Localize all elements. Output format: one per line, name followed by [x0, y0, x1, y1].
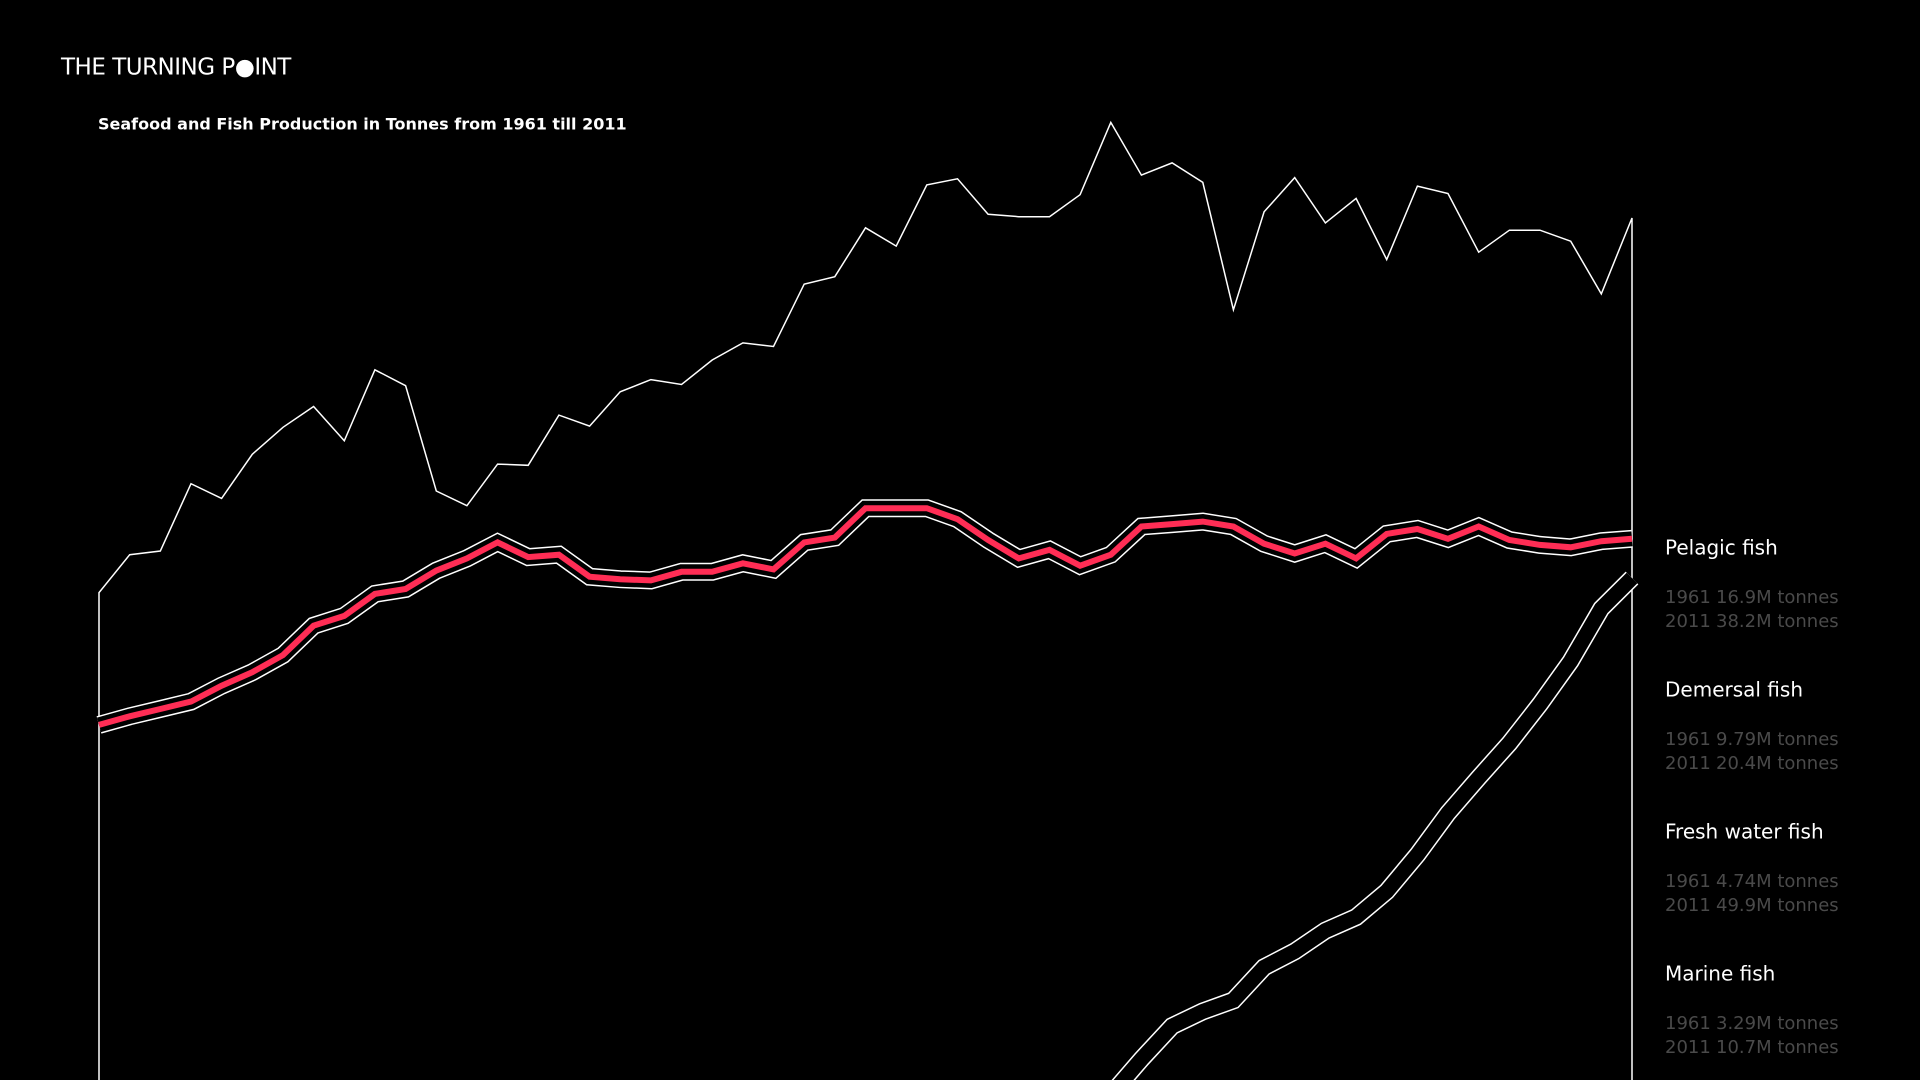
legend-year: 2011: [1665, 753, 1711, 774]
legend-name: Demersal fish: [1665, 678, 1803, 702]
legend-name: Fresh water fish: [1665, 820, 1824, 844]
legend-year: 2011: [1665, 611, 1711, 632]
legend-name: Marine fish: [1665, 962, 1775, 986]
line-casing: [1111, 571, 1639, 1080]
legend-year: 1961: [1665, 587, 1711, 608]
legend-value: 4.74M tonnes: [1716, 871, 1839, 892]
legend-name: Pelagic fish: [1665, 536, 1778, 560]
legend-year: 1961: [1665, 729, 1711, 750]
legend-value: 16.9M tonnes: [1716, 587, 1839, 608]
line: [98, 505, 1633, 728]
legend-year: 1961: [1665, 871, 1711, 892]
legend-year: 1961: [1665, 1013, 1711, 1034]
legend-value: 38.2M tonnes: [1716, 611, 1839, 632]
legend-value: 10.7M tonnes: [1716, 1037, 1839, 1058]
line-gap: [96, 500, 1633, 733]
area-outline: [98, 120, 1633, 1080]
legend-value: 49.9M tonnes: [1716, 895, 1839, 916]
legend-year: 2011: [1665, 895, 1711, 916]
legend-value: 9.79M tonnes: [1716, 729, 1839, 750]
line: [1113, 572, 1638, 1080]
plot: [96, 120, 1639, 1080]
chart-title: Seafood and Fish Production in Tonnes fr…: [98, 115, 627, 134]
legend-value: 20.4M tonnes: [1716, 753, 1839, 774]
legend-year: 2011: [1665, 1037, 1711, 1058]
legend-value: 3.29M tonnes: [1716, 1013, 1839, 1034]
brand: THE TURNING P●INT: [60, 55, 292, 81]
